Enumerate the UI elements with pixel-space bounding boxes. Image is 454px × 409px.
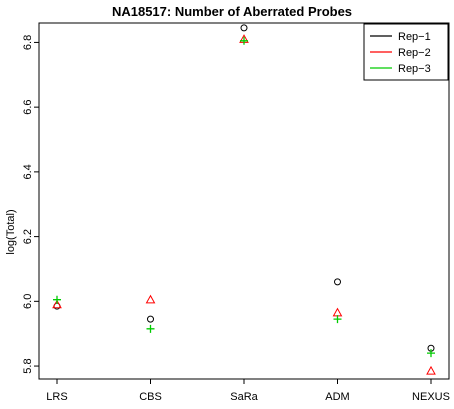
data-point-triangle (332, 307, 343, 317)
y-tick-label: 6.2 (22, 229, 34, 244)
x-axis: LRS CBS SaRa ADM NEXUS (46, 379, 450, 403)
legend-entry: Rep−3 (398, 63, 431, 75)
data-point-plus (53, 295, 61, 304)
data-point-plus (333, 315, 342, 324)
x-tick-label: ADM (325, 391, 349, 403)
legend-entry: Rep−1 (398, 31, 431, 43)
data-point-triangle (52, 299, 62, 309)
x-tick-label: SaRa (230, 391, 258, 403)
x-tick-label: LRS (46, 391, 67, 403)
y-tick-label: 6.8 (22, 35, 34, 50)
chart-title: NA18517: Number of Aberrated Probes (112, 4, 352, 19)
y-tick-label: 6.4 (22, 164, 34, 179)
data-point-circle (240, 24, 248, 32)
legend: Rep−1 Rep−2 Rep−3 (363, 23, 449, 81)
y-axis-label: log(Total) (5, 209, 17, 254)
data-point-circle (147, 315, 154, 323)
legend-entry: Rep−2 (398, 47, 431, 59)
data-point-plus (240, 36, 248, 45)
x-tick-label: CBS (139, 391, 162, 403)
x-tick-label: NEXUS (412, 391, 450, 403)
y-axis: 5.8 6.0 6.2 6.4 6.6 6.8 (22, 35, 39, 374)
data-point-triangle (145, 294, 156, 304)
data-point-triangle (426, 365, 436, 375)
data-point-plus (427, 349, 435, 358)
y-tick-label: 6.6 (22, 99, 34, 114)
data-point-circle (334, 278, 341, 286)
data-points (52, 24, 436, 375)
y-tick-label: 5.8 (22, 358, 34, 373)
data-point-plus (146, 324, 155, 333)
y-tick-label: 6.0 (22, 294, 34, 309)
